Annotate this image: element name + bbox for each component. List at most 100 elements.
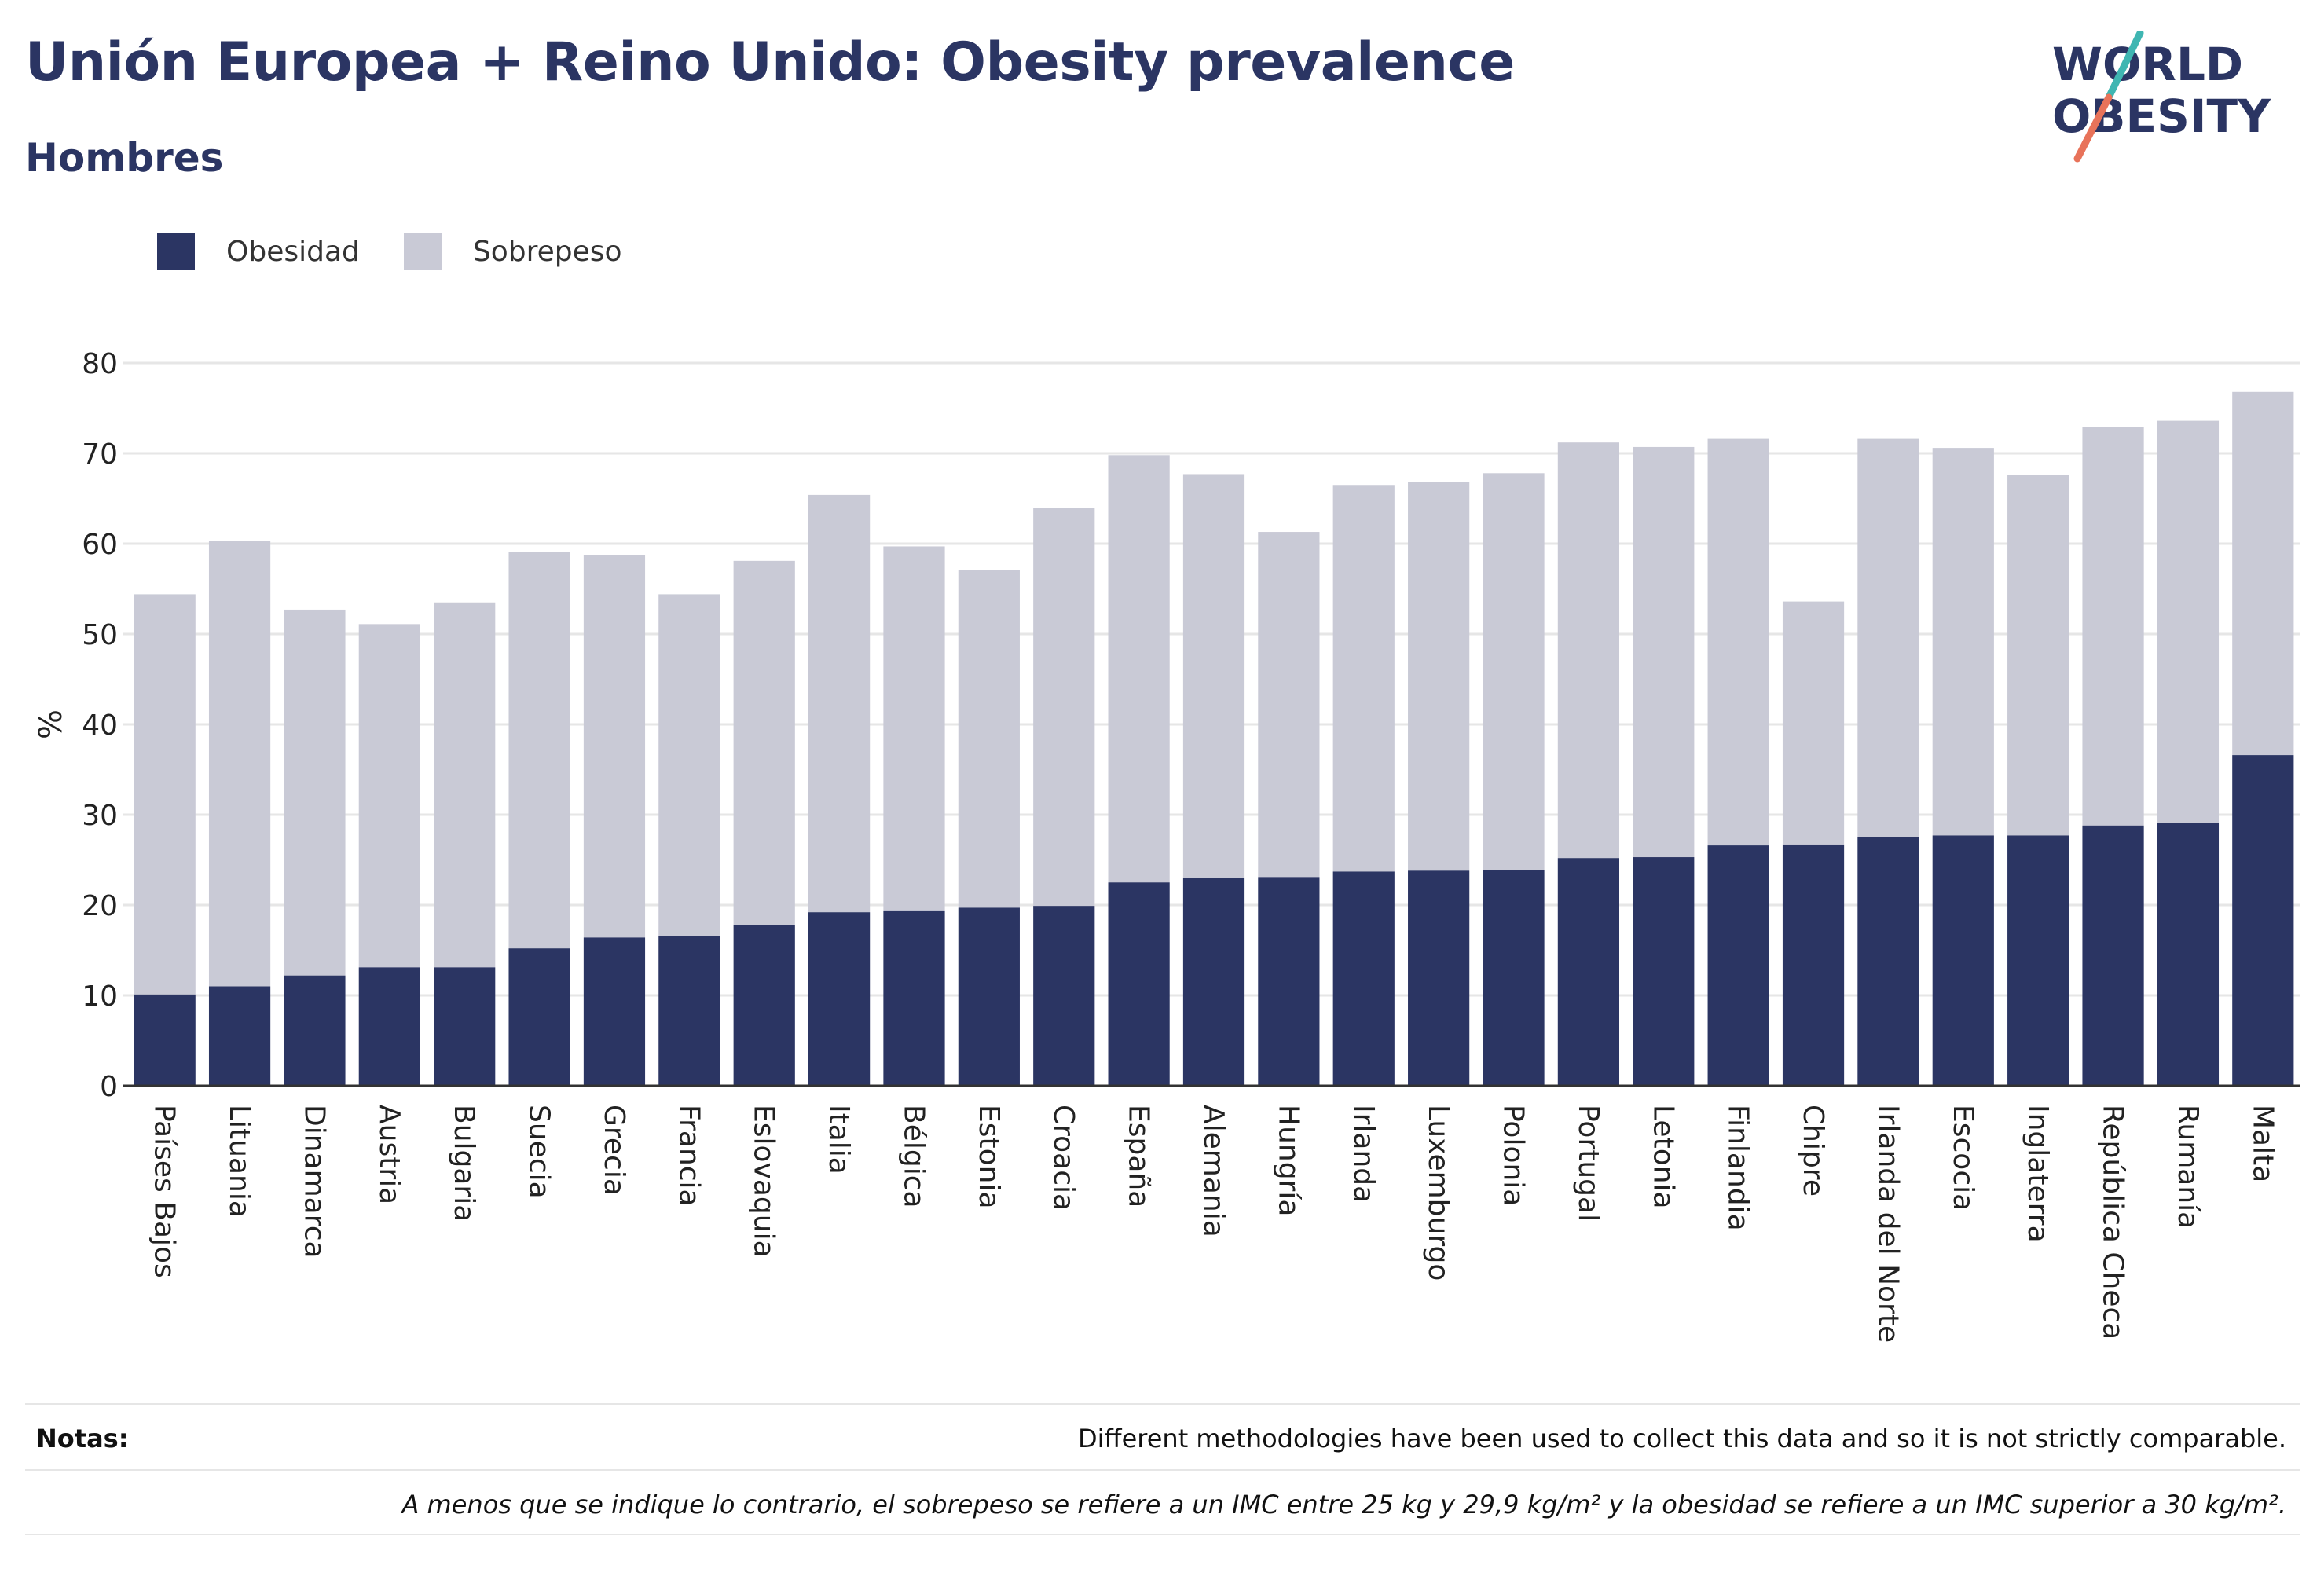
bar-obesidad: [2157, 823, 2220, 1086]
notes-label: Notas:: [36, 1424, 129, 1453]
bar-obesidad: [583, 937, 646, 1086]
bar-sobrepeso: [658, 594, 720, 936]
legend-swatch-sobrepeso: [403, 233, 442, 270]
bar-sobrepeso: [1258, 532, 1320, 878]
x-tick-label: Eslovaquia: [748, 1105, 780, 1258]
bar-obesidad: [1932, 835, 1994, 1086]
bar-obesidad: [1782, 844, 1845, 1086]
bar-sobrepeso: [808, 494, 871, 913]
legend-swatch-obesidad: [157, 233, 195, 270]
x-tick-label: Francia: [673, 1105, 705, 1207]
bar-sobrepeso: [1033, 508, 1095, 907]
x-tick-label: República Checa: [2097, 1105, 2129, 1340]
x-tick-label: Inglaterra: [2022, 1105, 2054, 1243]
legend-item-obesidad: Obesidad: [157, 233, 360, 270]
x-tick-label: Lituania: [223, 1105, 255, 1218]
x-tick-label: Dinamarca: [298, 1105, 330, 1259]
legend-item-sobrepeso: Sobrepeso: [403, 233, 622, 270]
bar-obesidad: [134, 994, 196, 1086]
x-tick-label: Malta: [2246, 1105, 2278, 1182]
bar-sobrepeso: [1332, 485, 1395, 872]
x-tick-label: Grecia: [598, 1105, 630, 1196]
bar-obesidad: [284, 975, 346, 1086]
bar-sobrepeso: [134, 594, 196, 995]
bar-sobrepeso: [883, 546, 945, 911]
notes-divider-middle: [25, 1469, 2300, 1471]
x-tick-label: Irlanda del Norte: [1871, 1105, 1904, 1343]
bar-obesidad: [2007, 835, 2069, 1086]
bar-sobrepeso: [1932, 448, 1994, 836]
y-tick-label: 50: [82, 619, 118, 651]
bar-obesidad: [1332, 871, 1395, 1086]
bar-sobrepeso: [1857, 438, 1919, 837]
chart-title: Unión Europea + Reino Unido: Obesity pre…: [25, 31, 1515, 93]
bar-sobrepeso: [358, 624, 420, 968]
x-tick-label: Chipre: [1797, 1105, 1829, 1197]
bar-sobrepeso: [2007, 475, 2069, 836]
x-tick-label: Italia: [823, 1105, 855, 1175]
world-obesity-logo: WORLD OBESITY: [2052, 31, 2271, 163]
bar-obesidad: [2082, 825, 2144, 1086]
bar-obesidad: [1182, 878, 1245, 1086]
x-tick-label: España: [1123, 1105, 1155, 1208]
bar-sobrepeso: [958, 570, 1020, 908]
x-tick-label: Austria: [373, 1105, 405, 1204]
bar-obesidad: [958, 907, 1020, 1086]
x-tick-label: Bélgica: [897, 1105, 929, 1208]
bar-obesidad: [1857, 837, 1919, 1086]
x-tick-label: Alemania: [1197, 1105, 1230, 1237]
x-tick-label: Luxemburgo: [1422, 1105, 1454, 1281]
notes-text-bmi-definition: A menos que se indique lo contrario, el …: [401, 1490, 2286, 1519]
bar-sobrepeso: [1408, 482, 1470, 871]
bar-obesidad: [1483, 870, 1545, 1086]
bar-obesidad: [358, 967, 420, 1086]
bar-sobrepeso: [2232, 391, 2294, 756]
x-tick-label: Croacia: [1047, 1105, 1080, 1211]
bar-sobrepeso: [208, 541, 271, 987]
x-tick-label: Hungría: [1272, 1105, 1304, 1216]
bar-obesidad: [733, 925, 795, 1086]
bar-obesidad: [808, 912, 871, 1086]
bar-obesidad: [883, 910, 945, 1086]
y-tick-label: 10: [82, 980, 118, 1013]
y-tick-label: 20: [82, 890, 118, 922]
notes-divider-top: [25, 1403, 2300, 1405]
bar-obesidad: [2232, 755, 2294, 1086]
bar-sobrepeso: [1782, 601, 1845, 845]
x-tick-label: Escocia: [1947, 1105, 1979, 1211]
bar-obesidad: [658, 936, 720, 1086]
notes-divider-bottom: [25, 1534, 2300, 1535]
bar-sobrepeso: [1182, 474, 1245, 878]
logo-text-world: WORLD: [2052, 38, 2243, 91]
x-tick-label: Suecia: [523, 1105, 555, 1199]
bar-sobrepeso: [284, 609, 346, 976]
x-tick-label: Irlanda: [1347, 1105, 1380, 1203]
bar-obesidad: [1633, 857, 1695, 1086]
bar-sobrepeso: [1707, 438, 1769, 846]
bar-sobrepeso: [583, 555, 646, 938]
bar-sobrepeso: [508, 552, 570, 949]
x-tick-label: Bulgaria: [448, 1105, 480, 1222]
stacked-bar-chart: 0 10 20 30 40 50 60 70 80% Países Bajos Lituania Di…: [33, 348, 2300, 1343]
chart-subtitle: Hombres: [25, 135, 224, 181]
bar-obesidad: [1557, 858, 1620, 1086]
bar-obesidad: [1258, 877, 1320, 1086]
bar-obesidad: [1033, 906, 1095, 1086]
bar-sobrepeso: [2157, 420, 2220, 823]
x-tick-label: Estonia: [973, 1105, 1005, 1209]
bar-obesidad: [1108, 882, 1170, 1086]
bar-sobrepeso: [1108, 455, 1170, 883]
bar-sobrepeso: [733, 560, 795, 925]
y-tick-label: 60: [82, 529, 118, 561]
bar-obesidad: [1707, 845, 1769, 1086]
y-tick-label: 30: [82, 800, 118, 832]
y-tick-label: 40: [82, 709, 118, 742]
bar-sobrepeso: [1483, 473, 1545, 870]
x-tick-label: Portugal: [1572, 1105, 1604, 1222]
logo-slash-teal: [2105, 31, 2144, 101]
chart-legend: Obesidad Sobrepeso: [157, 233, 666, 270]
bar-sobrepeso: [434, 602, 496, 968]
x-tick-label: Países Bajos: [148, 1105, 181, 1278]
bar-sobrepeso: [2082, 427, 2144, 826]
y-tick-label: 80: [82, 348, 118, 380]
